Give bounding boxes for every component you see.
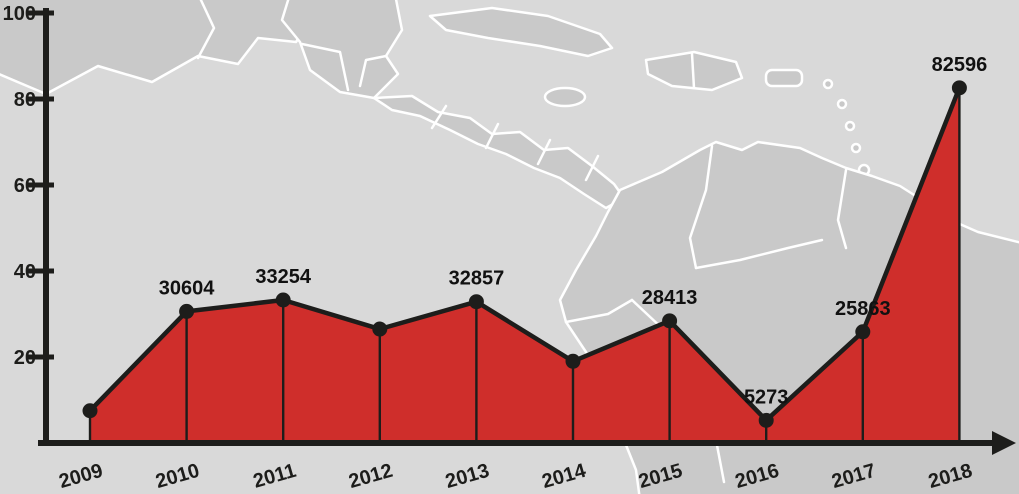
area-fill <box>90 87 960 444</box>
map-hispaniola-border <box>690 52 696 90</box>
map-guatemala-border <box>300 42 350 92</box>
x-axis-label: 2010 <box>153 460 202 493</box>
x-axis-label: 2012 <box>346 460 395 493</box>
value-label: 82596 <box>932 54 988 76</box>
x-axis-label: 2009 <box>57 460 106 493</box>
map-sa-border-colombia-venezuela <box>688 144 714 270</box>
y-tick-label: 20 <box>14 347 36 369</box>
map-island <box>822 78 834 90</box>
x-axis-label: 2014 <box>540 459 590 493</box>
trend-line <box>87 85 962 423</box>
value-label: 30604 <box>159 277 215 299</box>
map-yucatan <box>280 0 404 100</box>
data-point <box>82 403 98 419</box>
value-label: 28413 <box>642 287 698 309</box>
map-ca-border-4 <box>584 154 600 182</box>
map-island <box>836 98 848 110</box>
map-island <box>844 120 856 132</box>
map-puerto-rico <box>764 68 804 88</box>
y-tick-label: 40 <box>14 261 36 283</box>
map-ca-border-1 <box>430 104 448 130</box>
data-point <box>372 321 388 337</box>
x-axis-label: 2013 <box>443 460 492 493</box>
data-point <box>179 303 195 319</box>
value-label: 32857 <box>449 268 505 290</box>
value-label: 5273 <box>744 386 789 408</box>
map-jamaica <box>543 86 587 108</box>
data-point <box>855 324 871 340</box>
map-sa-border-guyana <box>836 168 848 250</box>
value-label: 25863 <box>835 298 891 320</box>
data-point <box>275 292 291 308</box>
y-tick-label: 60 <box>14 175 36 197</box>
map-central-america <box>372 94 626 210</box>
data-point <box>662 313 678 329</box>
data-point <box>565 353 581 369</box>
map-cuba <box>428 6 614 58</box>
map-island <box>850 142 862 154</box>
map-ca-border-3 <box>536 138 552 166</box>
map-sa-border-venezuela-brazil <box>694 238 824 270</box>
data-point <box>758 412 774 428</box>
x-axis-arrow <box>992 431 1016 455</box>
x-axis-label: 2011 <box>251 460 299 493</box>
map-belize-border <box>358 54 388 88</box>
y-tick-label: 80 <box>14 89 36 111</box>
y-tick-label: 100 <box>3 3 36 25</box>
data-point <box>468 294 484 310</box>
value-label: 33254 <box>255 266 311 288</box>
map-mexico-border <box>196 0 216 60</box>
map-sa-border-ecuador <box>564 298 634 324</box>
data-point <box>951 80 967 96</box>
map-ca-border-2 <box>484 122 500 150</box>
